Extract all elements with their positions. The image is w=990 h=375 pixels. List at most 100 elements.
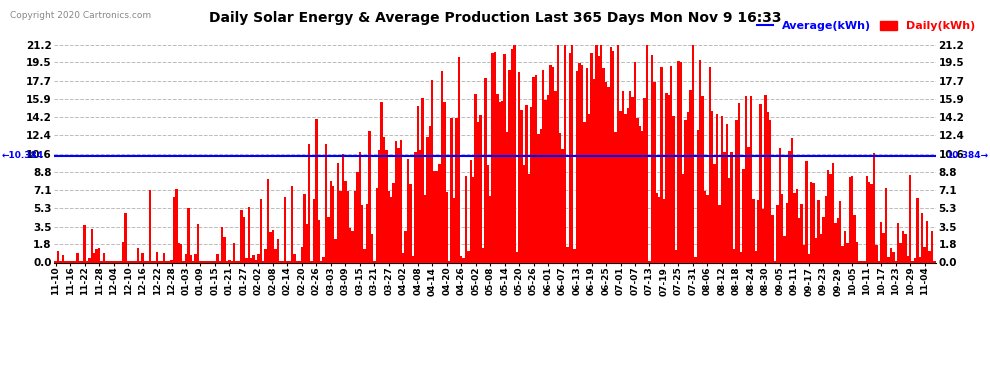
Bar: [276, 239, 279, 262]
Bar: [254, 260, 257, 262]
Bar: [603, 68, 605, 262]
Bar: [306, 224, 308, 262]
Bar: [689, 90, 692, 262]
Bar: [380, 102, 383, 262]
Bar: [742, 170, 744, 262]
Bar: [576, 71, 578, 262]
Bar: [873, 153, 875, 262]
Bar: [830, 174, 832, 262]
Bar: [706, 195, 709, 262]
Bar: [434, 171, 436, 262]
Bar: [78, 261, 81, 262]
Bar: [556, 45, 559, 262]
Bar: [207, 261, 209, 262]
Bar: [543, 70, 545, 262]
Bar: [204, 261, 207, 262]
Bar: [368, 131, 370, 262]
Bar: [822, 217, 825, 262]
Bar: [650, 55, 653, 262]
Bar: [776, 205, 779, 262]
Bar: [511, 49, 513, 262]
Bar: [573, 249, 576, 262]
Bar: [719, 206, 721, 262]
Bar: [148, 190, 151, 262]
Bar: [711, 111, 714, 262]
Bar: [853, 215, 856, 262]
Bar: [612, 51, 615, 262]
Bar: [180, 244, 182, 262]
Bar: [865, 176, 868, 262]
Bar: [474, 94, 477, 262]
Bar: [615, 132, 617, 262]
Bar: [670, 66, 672, 262]
Bar: [100, 261, 103, 262]
Bar: [125, 213, 127, 262]
Bar: [127, 261, 130, 262]
Bar: [289, 261, 291, 262]
Bar: [91, 230, 93, 262]
Bar: [358, 152, 361, 262]
Bar: [175, 189, 177, 262]
Bar: [518, 72, 521, 262]
Bar: [163, 253, 165, 262]
Bar: [786, 203, 788, 262]
Bar: [88, 258, 91, 262]
Bar: [342, 154, 345, 262]
Bar: [568, 53, 571, 262]
Bar: [446, 192, 447, 262]
Bar: [607, 87, 610, 262]
Bar: [395, 141, 397, 262]
Bar: [620, 111, 622, 262]
Bar: [387, 191, 390, 262]
Bar: [303, 194, 306, 262]
Bar: [132, 261, 134, 262]
Bar: [530, 107, 533, 262]
Bar: [585, 68, 588, 262]
Bar: [731, 152, 733, 262]
Bar: [887, 257, 890, 262]
Bar: [902, 231, 904, 262]
Bar: [248, 207, 250, 262]
Bar: [672, 116, 675, 262]
Bar: [752, 199, 754, 262]
Bar: [373, 261, 375, 262]
Bar: [69, 261, 71, 262]
Bar: [177, 243, 180, 262]
Bar: [744, 96, 747, 262]
Bar: [76, 253, 78, 262]
Bar: [593, 79, 595, 262]
Bar: [137, 248, 139, 262]
Bar: [444, 102, 446, 262]
Bar: [521, 110, 523, 262]
Bar: [286, 261, 289, 262]
Bar: [340, 190, 342, 262]
Bar: [533, 77, 535, 262]
Bar: [800, 204, 803, 262]
Bar: [422, 98, 424, 262]
Bar: [262, 261, 264, 262]
Bar: [856, 242, 858, 262]
Bar: [563, 45, 566, 262]
Bar: [827, 170, 830, 262]
Bar: [155, 252, 158, 262]
Bar: [279, 261, 281, 262]
Bar: [808, 254, 810, 262]
Bar: [153, 261, 155, 262]
Bar: [346, 191, 348, 262]
Bar: [105, 261, 108, 262]
Bar: [634, 62, 637, 262]
Bar: [229, 260, 231, 262]
Bar: [117, 261, 120, 262]
Bar: [559, 133, 561, 262]
Bar: [108, 261, 110, 262]
Bar: [504, 54, 506, 262]
Bar: [370, 234, 373, 262]
Bar: [185, 254, 187, 262]
Bar: [904, 234, 907, 262]
Bar: [914, 258, 916, 262]
Bar: [581, 65, 583, 262]
Bar: [450, 117, 452, 262]
Bar: [931, 231, 934, 262]
Bar: [919, 257, 921, 262]
Bar: [427, 137, 429, 262]
